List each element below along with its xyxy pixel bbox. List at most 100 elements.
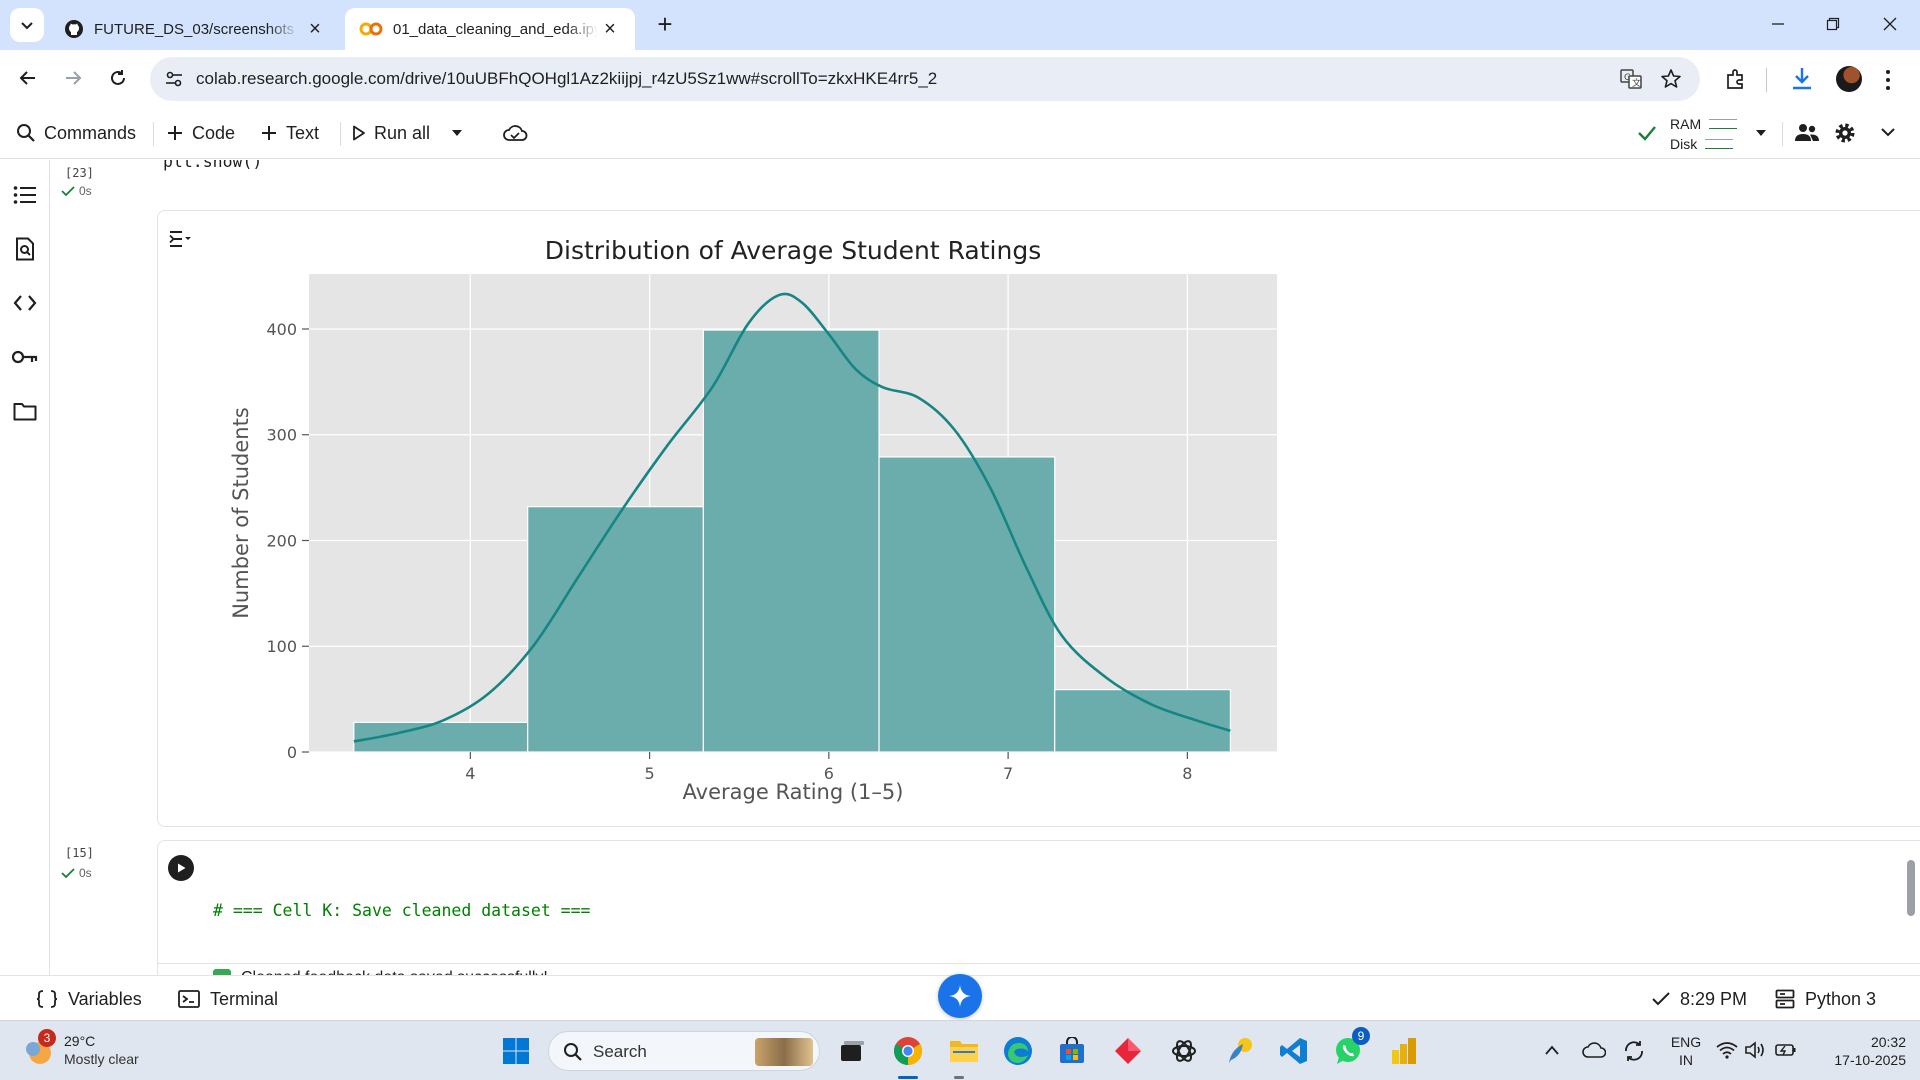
forward-button[interactable] xyxy=(55,60,91,96)
gear-icon[interactable] xyxy=(1833,121,1857,145)
sync-icon[interactable] xyxy=(1622,1039,1646,1063)
python-idle-taskbar-icon[interactable] xyxy=(1220,1031,1260,1071)
onedrive-cloud-icon[interactable] xyxy=(1582,1041,1606,1059)
address-bar: colab.research.google.com/drive/10uUBFhQ… xyxy=(0,50,1920,108)
add-text-cell-button[interactable]: Text xyxy=(260,118,319,148)
file-explorer-taskbar-icon[interactable] xyxy=(944,1031,984,1071)
chatgpt-taskbar-icon[interactable] xyxy=(1164,1031,1204,1071)
minimize-button[interactable] xyxy=(1758,6,1798,42)
wifi-icon[interactable] xyxy=(1716,1041,1738,1059)
language-indicator[interactable]: ENG IN xyxy=(1666,1033,1706,1069)
list-icon xyxy=(13,186,36,204)
cell-time-label: 0s xyxy=(79,866,92,880)
restore-button[interactable] xyxy=(1813,6,1853,42)
commands-button[interactable]: Commands xyxy=(16,118,136,148)
close-icon[interactable]: × xyxy=(309,18,321,40)
share-people-icon[interactable] xyxy=(1794,121,1820,145)
collapse-output-icon[interactable] xyxy=(168,229,192,249)
notebook-scrollbar-thumb[interactable] xyxy=(1907,860,1915,916)
weather-temp: 29°C xyxy=(64,1033,96,1049)
translate-icon[interactable]: G文 xyxy=(1620,68,1642,90)
last-saved-indicator[interactable]: 8:29 PM xyxy=(1652,986,1747,1012)
weather-moon-icon xyxy=(26,1042,51,1064)
notebook-area: [23] 0s plt.show() Distribution of Avera… xyxy=(51,160,1920,975)
code-line[interactable]: plt.show() xyxy=(163,160,263,171)
task-view-button[interactable] xyxy=(832,1031,872,1071)
gemini-button[interactable] xyxy=(938,974,982,1018)
run-cell-button[interactable] xyxy=(168,855,194,881)
toolbar-divider xyxy=(1766,68,1767,92)
search-highlight-image xyxy=(755,1038,813,1066)
runtime-dropdown[interactable] xyxy=(1754,118,1768,148)
omnibox[interactable]: colab.research.google.com/drive/10uUBFhQ… xyxy=(150,57,1700,101)
bookmark-star-icon[interactable] xyxy=(1660,68,1682,90)
taskbar-search[interactable]: Search xyxy=(548,1031,820,1071)
chevron-down-icon[interactable] xyxy=(1880,125,1896,139)
ram-disk-indicator[interactable]: RAM Disk xyxy=(1670,114,1738,154)
clock[interactable]: 20:32 17-10-2025 xyxy=(1810,1033,1906,1069)
braces-icon xyxy=(36,990,58,1008)
drive-save-button[interactable] xyxy=(502,118,528,148)
vscode-taskbar-icon[interactable] xyxy=(1274,1031,1314,1071)
whatsapp-taskbar-icon[interactable]: 9 xyxy=(1328,1027,1370,1071)
x-axis-label: Average Rating (1–5) xyxy=(683,780,904,804)
terminal-button[interactable]: Terminal xyxy=(178,986,278,1012)
ram-usage-bar xyxy=(1709,119,1738,129)
output-line: Cleaned feedback data saved successfully… xyxy=(241,969,548,975)
tab-search-button[interactable] xyxy=(10,8,44,42)
folder-icon xyxy=(950,1041,978,1062)
add-code-cell-button[interactable]: Code xyxy=(166,118,235,148)
tab-github[interactable]: FUTURE_DS_03/screenshots at × xyxy=(50,8,340,50)
code-cell[interactable]: # === Cell K: Save cleaned dataset === d… xyxy=(157,840,1920,975)
chevron-up-icon[interactable] xyxy=(1544,1044,1560,1056)
more-vertical-icon[interactable] xyxy=(1880,68,1896,92)
search-placeholder: Search xyxy=(593,1042,647,1061)
new-tab-button[interactable]: + xyxy=(657,9,673,39)
run-all-button[interactable]: Run all xyxy=(352,118,430,148)
runtime-type-button[interactable]: Python 3 xyxy=(1775,986,1876,1012)
run-all-dropdown[interactable] xyxy=(450,118,464,148)
sparkle-icon xyxy=(949,985,971,1007)
checkmark-emoji-icon xyxy=(213,969,231,975)
terminal-icon xyxy=(178,990,200,1008)
battery-charging-icon[interactable] xyxy=(1774,1041,1798,1059)
app-taskbar-icon[interactable] xyxy=(1108,1031,1148,1071)
files-button[interactable] xyxy=(10,396,40,426)
tab-colab-notebook[interactable]: 01_data_cleaning_and_eda.ipynb × xyxy=(345,8,635,50)
powerbi-taskbar-icon[interactable] xyxy=(1384,1031,1424,1071)
language-region: IN xyxy=(1679,1052,1693,1068)
download-icon[interactable] xyxy=(1790,66,1814,92)
extensions-icon[interactable] xyxy=(1724,67,1748,91)
reload-button[interactable] xyxy=(100,60,136,96)
profile-avatar[interactable] xyxy=(1836,66,1862,92)
volume-icon[interactable] xyxy=(1744,1041,1768,1059)
cell-output-text: Cleaned feedback data saved successfully… xyxy=(213,969,548,975)
plus-icon xyxy=(262,126,276,140)
chrome-taskbar-icon[interactable] xyxy=(888,1031,928,1071)
secrets-button[interactable] xyxy=(10,342,40,372)
variables-button[interactable]: Variables xyxy=(36,986,142,1012)
cell-execution-count: [23] xyxy=(65,166,94,180)
url-text[interactable]: colab.research.google.com/drive/10uUBFhQ… xyxy=(196,69,938,88)
close-window-button[interactable] xyxy=(1870,6,1910,42)
weather-widget[interactable]: 3 29°C Mostly clear xyxy=(18,1029,178,1071)
store-taskbar-icon[interactable] xyxy=(1052,1031,1092,1071)
search-icon xyxy=(564,1043,582,1061)
play-icon xyxy=(178,863,186,873)
edge-taskbar-icon[interactable] xyxy=(998,1031,1038,1071)
start-button[interactable] xyxy=(496,1031,536,1071)
key-icon xyxy=(11,350,38,364)
clock-time: 20:32 xyxy=(1870,1034,1906,1050)
table-of-contents-button[interactable] xyxy=(10,180,40,210)
code-snippets-button[interactable] xyxy=(10,288,40,318)
toolbar-divider xyxy=(1782,122,1783,146)
code-editor[interactable]: # === Cell K: Save cleaned dataset === d… xyxy=(213,851,749,975)
terminal-label: Terminal xyxy=(210,988,279,1009)
back-button[interactable] xyxy=(10,60,46,96)
close-icon[interactable]: × xyxy=(604,18,616,40)
kde-curve xyxy=(353,292,1231,743)
close-icon xyxy=(1883,17,1897,31)
site-settings-icon[interactable] xyxy=(164,69,184,89)
find-replace-button[interactable] xyxy=(10,234,40,264)
colab-status-bar: Variables Terminal 8:29 PM Python 3 xyxy=(0,974,1920,1020)
